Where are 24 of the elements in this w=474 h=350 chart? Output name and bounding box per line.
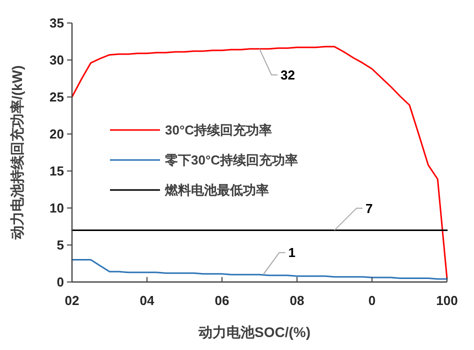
y-tick-label: 15: [50, 164, 64, 179]
line-series: [71, 259, 448, 280]
line-series: [71, 46, 448, 280]
x-tick-label: 04: [140, 293, 155, 308]
x-tick-label: 0: [368, 293, 376, 308]
y-tick-label: 5: [56, 238, 64, 253]
x-tick-label: 02: [64, 293, 80, 308]
legend-label: 零下30°C持续回充功率: [164, 152, 298, 168]
legend-label: 燃料电池最低功率: [164, 182, 269, 198]
annotation: 1: [288, 245, 296, 260]
y-tick-label: 20: [50, 126, 64, 142]
x-axis-title: 动力电池SOC/(%): [198, 324, 310, 340]
legend-label: 30°C持续回充功率: [165, 122, 272, 138]
y-tick-label: 30: [50, 52, 64, 68]
annotation: 32: [280, 67, 295, 82]
y-tick-label: 10: [50, 200, 64, 216]
x-tick-label: 08: [290, 293, 304, 308]
y-axis-title: 动力电池持续回充功率/(kW): [9, 65, 25, 241]
y-tick-label: 25: [50, 90, 64, 105]
x-tick-label: 100: [436, 293, 458, 308]
annotation: 7: [366, 200, 373, 216]
x-tick-label: 06: [214, 293, 230, 308]
y-tick-label: 0: [56, 274, 64, 290]
y-tick-label: 35: [50, 16, 64, 31]
